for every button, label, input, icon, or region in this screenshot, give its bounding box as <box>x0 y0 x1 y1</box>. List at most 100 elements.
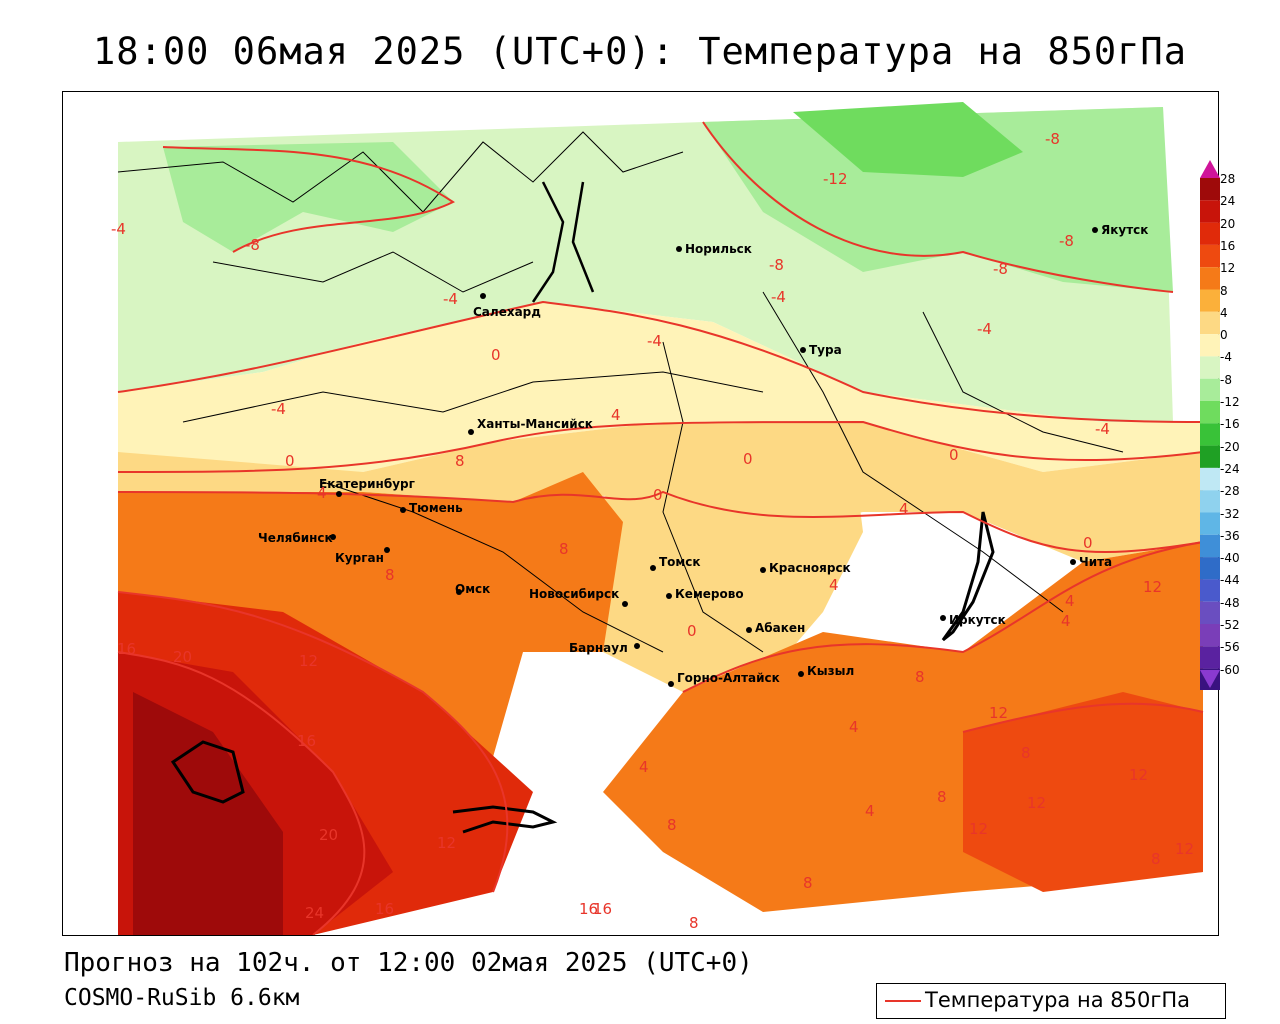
isotherm-label: -4 <box>443 290 458 308</box>
colorbar-tick-label: 28 <box>1220 172 1236 186</box>
isotherm-label: -8 <box>993 260 1008 278</box>
colorbar-tick-label: 24 <box>1220 194 1236 209</box>
field-cold-12 <box>793 102 1023 177</box>
isotherm-label: 8 <box>667 816 677 834</box>
isotherm-label: 4 <box>611 406 621 424</box>
colorbar-bottom-arrow <box>1200 670 1220 688</box>
colorbar-cell <box>1200 579 1220 602</box>
isotherm-label: -4 <box>1095 420 1110 438</box>
isotherm-label: -8 <box>245 236 260 254</box>
field-0 <box>118 302 1203 472</box>
city-label: Барнаул <box>569 641 628 655</box>
colorbar-tick-label: -40 <box>1220 551 1240 566</box>
map-title: 18:00 06мая 2025 (UTC+0): Температура на… <box>93 30 1187 73</box>
city-label: Ханты-Мансийск <box>477 417 593 431</box>
colorbar-cell <box>1200 624 1220 647</box>
isotherm-label: 20 <box>173 648 192 666</box>
isotherm-label: 8 <box>1151 850 1161 868</box>
colorbar-tick-label: 16 <box>1220 238 1236 253</box>
city-label: Тюмень <box>409 501 463 515</box>
isotherm-label: -8 <box>1045 130 1060 148</box>
colorbar-cell <box>1200 601 1220 624</box>
isotherm-labels: -12 -8 -8 -8 -8 -8 -4 -4 -4 -4 -4 -4 -4 … <box>111 130 1194 932</box>
city-dot <box>330 534 336 540</box>
city-label: Кызыл <box>807 664 854 678</box>
city-dot <box>456 589 462 595</box>
isotherm-label: 24 <box>305 904 324 922</box>
colorbar-tick-label: -24 <box>1220 461 1240 476</box>
isotherm-label: 0 <box>285 452 295 470</box>
city-label: Екатеринбург <box>319 477 415 491</box>
colorbar-tick-label: -36 <box>1220 528 1240 543</box>
city-dot <box>634 643 640 649</box>
colorbar-tick-label: -28 <box>1220 484 1240 499</box>
city-label: Челябинск <box>258 531 333 545</box>
city-dot <box>480 293 486 299</box>
city-label: Красноярск <box>769 561 851 575</box>
ob-estuary <box>531 181 595 303</box>
isotherm-label: 12 <box>1175 840 1194 858</box>
city-dot <box>384 547 390 553</box>
isotherm-label: 12 <box>1143 578 1162 596</box>
colorbar-cell <box>1200 178 1220 201</box>
colorbar-tick-label: 20 <box>1220 216 1236 231</box>
city-dot <box>622 601 628 607</box>
city-label: Абакен <box>755 621 805 635</box>
isotherm-label: 4 <box>639 758 649 776</box>
city-dot <box>760 567 766 573</box>
map-svg: Норильск Якутск Салехард Тура Ханты-Манс… <box>63 92 1218 935</box>
city-dot <box>746 627 752 633</box>
city-dot <box>800 347 806 353</box>
colorbar-tick-label: 12 <box>1220 261 1236 276</box>
isotherm-label: 4 <box>317 484 327 502</box>
isotherm-label: -4 <box>977 320 992 338</box>
city-dot <box>400 507 406 513</box>
colorbar-cell <box>1200 267 1220 290</box>
isotherm-label: -4 <box>111 220 126 238</box>
isotherm-label: 0 <box>743 450 753 468</box>
colorbar-tick-label: 8 <box>1220 283 1228 298</box>
city-dot <box>668 681 674 687</box>
isotherm-label: -8 <box>1059 232 1074 250</box>
city-dot <box>468 429 474 435</box>
field-20 <box>133 692 283 935</box>
isotherm-label: 20 <box>319 826 338 844</box>
city-dot <box>1092 227 1098 233</box>
city-label: Омск <box>455 582 490 596</box>
colorbar-tick-label: -20 <box>1220 439 1240 454</box>
colorbar-top-arrow <box>1200 160 1220 178</box>
legend-label: Температура на 850гПа <box>925 988 1191 1012</box>
city-dot <box>1070 559 1076 565</box>
aral-sea <box>170 740 245 804</box>
isotherm-label: 4 <box>899 500 909 518</box>
isotherm-label: 8 <box>803 874 813 892</box>
colorbar-cell <box>1200 401 1220 424</box>
colorbar-tick-label: 0 <box>1220 328 1228 343</box>
isotherm-label: 4 <box>865 802 875 820</box>
city-label: Чита <box>1079 555 1112 569</box>
city-dot <box>336 491 342 497</box>
isotherm-lines <box>117 121 1204 935</box>
boundaries <box>117 131 1124 653</box>
city-dot <box>940 615 946 621</box>
colorbar-cell <box>1200 356 1220 379</box>
colorbar-cell <box>1200 557 1220 580</box>
colorbar-cell <box>1200 646 1220 669</box>
isotherm-label: 8 <box>915 668 925 686</box>
colorbar-cell <box>1200 490 1220 513</box>
isotherm-label: -4 <box>647 332 662 350</box>
field-warm-central <box>583 422 863 692</box>
colorbar-cell <box>1200 445 1220 468</box>
city-label: Горно-Алтайск <box>677 671 780 685</box>
colorbar-cell <box>1200 200 1220 223</box>
colorbar-tick-label: -60 <box>1220 662 1240 677</box>
isotherm-label: 12 <box>437 834 456 852</box>
colorbar-cells <box>1200 178 1220 690</box>
colorbar-cell <box>1200 378 1220 401</box>
isotherm-label: -4 <box>771 288 786 306</box>
isotherm-label: -12 <box>823 170 848 188</box>
colorbar-tick-label: -56 <box>1220 640 1240 655</box>
colorbar-cell <box>1200 467 1220 491</box>
colorbar-cell <box>1200 534 1220 558</box>
colorbar-tick-label: -12 <box>1220 395 1240 409</box>
